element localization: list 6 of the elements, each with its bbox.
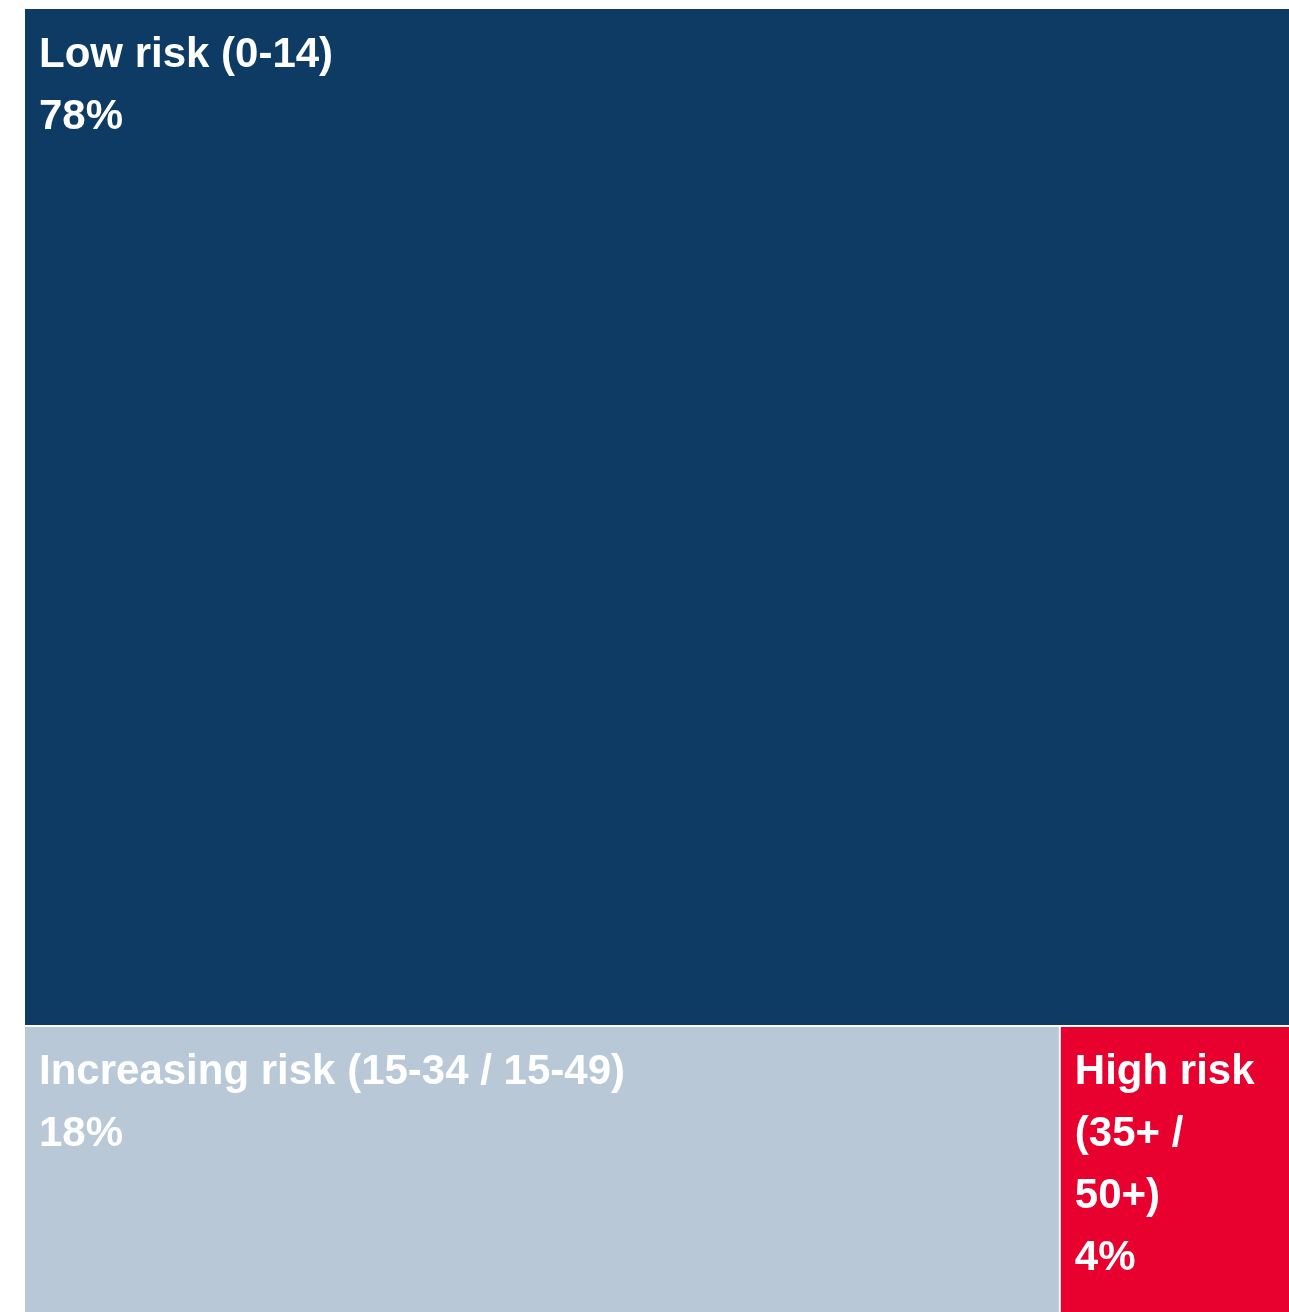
data-label: 18% (39, 1108, 124, 1156)
data-label: 78% (39, 90, 124, 138)
data-label: 4% (1074, 1232, 1136, 1280)
category-label: High risk (35+ / 50+) (1074, 1046, 1267, 1218)
category-label: Low risk (0-14) (39, 28, 334, 76)
category-label: Increasing risk (15-34 / 15-49) (39, 1046, 625, 1094)
